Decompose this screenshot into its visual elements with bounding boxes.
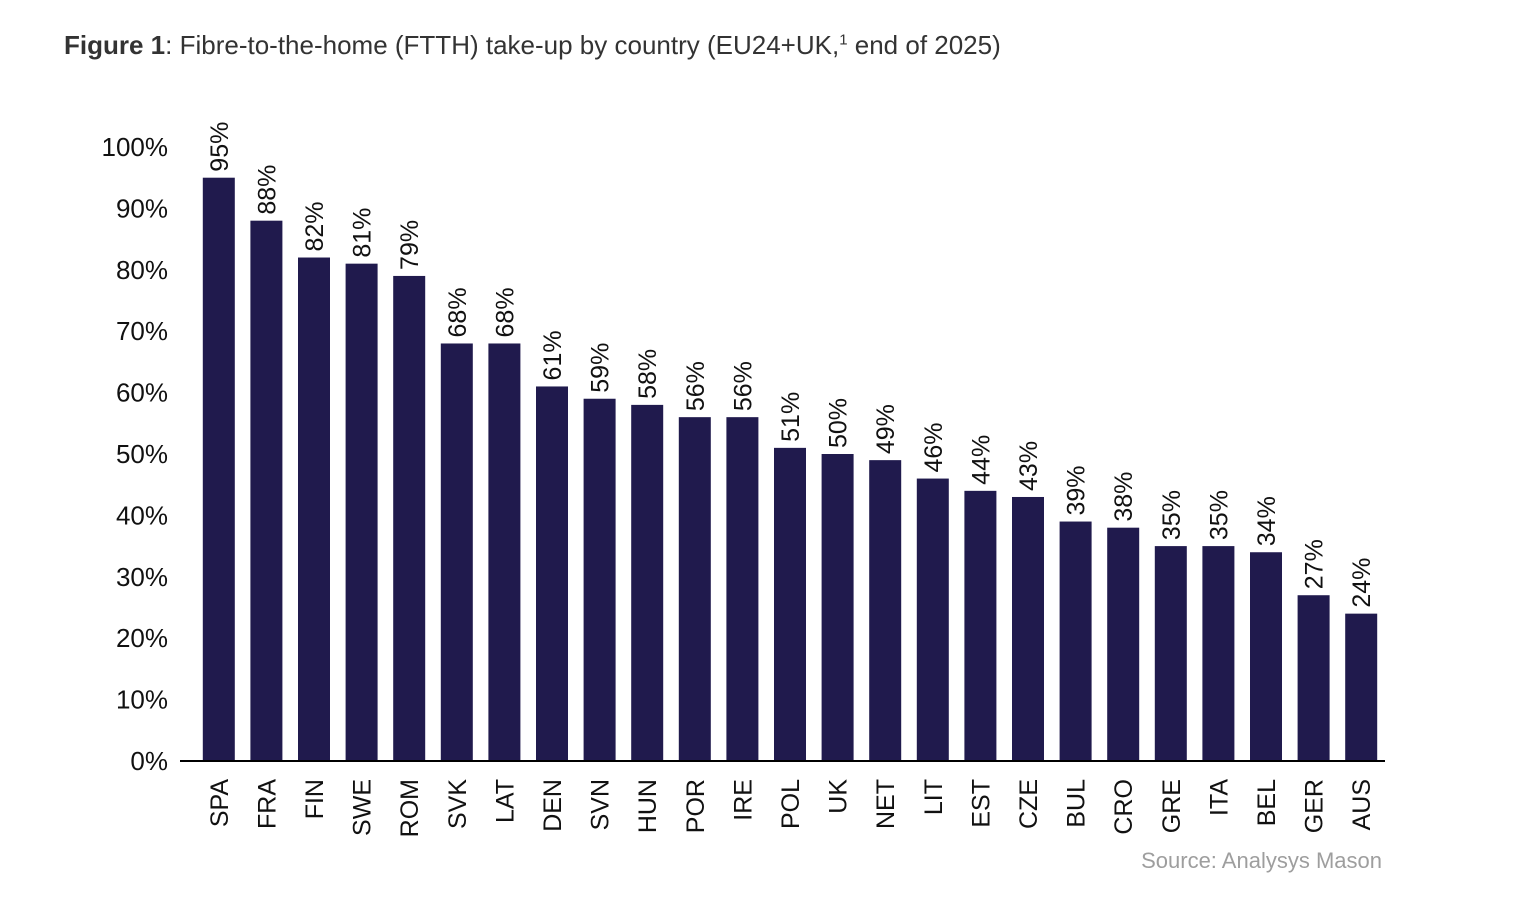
- x-tick-label: CZE: [1015, 779, 1043, 829]
- bar: [250, 220, 283, 761]
- x-tick-label: BUL: [1063, 779, 1091, 828]
- y-tick-label: 10%: [116, 685, 168, 715]
- x-tick-label: EST: [967, 779, 995, 828]
- x-tick-label: UK: [825, 779, 853, 814]
- y-tick-label: 100%: [102, 132, 169, 162]
- bar: [678, 417, 711, 761]
- y-tick-label: 30%: [116, 562, 168, 592]
- bar: [869, 460, 902, 761]
- x-tick-label: POR: [682, 779, 710, 833]
- x-tick-label: FIN: [301, 779, 329, 819]
- x-tick-label: FRA: [253, 779, 281, 829]
- bar: [536, 386, 568, 761]
- bar: [583, 398, 616, 761]
- x-tick-label: BEL: [1253, 779, 1281, 826]
- bar: [1154, 546, 1187, 761]
- bar: [726, 417, 759, 761]
- bar: [821, 454, 854, 761]
- bar: [393, 275, 426, 761]
- x-tick-label: ITA: [1205, 779, 1233, 816]
- data-label: 81%: [349, 208, 377, 258]
- data-label: 68%: [444, 287, 472, 337]
- x-tick-label: LAT: [491, 779, 519, 823]
- bar: [1345, 613, 1378, 761]
- data-label: 27%: [1301, 539, 1329, 589]
- figure-label: Figure 1: [64, 30, 166, 60]
- x-tick-label: DEN: [539, 779, 567, 832]
- y-tick-label: 20%: [116, 623, 168, 653]
- bar: [1250, 552, 1282, 761]
- bar: [1059, 521, 1092, 761]
- x-tick-label: NET: [872, 779, 900, 829]
- bar: [964, 490, 997, 761]
- data-label: 24%: [1348, 558, 1376, 608]
- data-label: 56%: [729, 361, 757, 411]
- bar: [631, 404, 664, 761]
- data-label: 51%: [777, 392, 805, 442]
- bar: [774, 447, 806, 761]
- data-label: 39%: [1063, 465, 1091, 515]
- bar: [1107, 527, 1140, 761]
- data-label: 35%: [1205, 490, 1233, 540]
- x-tick-label: AUS: [1348, 779, 1376, 830]
- y-tick-label: 40%: [116, 500, 168, 530]
- data-label: 68%: [491, 287, 519, 337]
- x-tick-label: SPA: [206, 779, 234, 827]
- x-tick-label: LIT: [920, 779, 948, 815]
- x-tick-label: SVN: [587, 779, 615, 830]
- x-tick-label: GRE: [1158, 779, 1186, 833]
- y-tick-label: 70%: [116, 316, 168, 346]
- data-label: 59%: [587, 343, 615, 393]
- data-label: 50%: [825, 398, 853, 448]
- data-label: 88%: [253, 165, 281, 215]
- bar: [202, 177, 235, 761]
- x-tick-label: SVK: [444, 779, 472, 829]
- data-label: 58%: [634, 349, 662, 399]
- x-tick-label: GER: [1301, 779, 1329, 833]
- y-tick-label: 60%: [116, 378, 168, 408]
- source-note: Source: Analysys Mason: [1141, 848, 1382, 873]
- figure-title: Figure 1: Fibre-to-the-home (FTTH) take-…: [64, 30, 1001, 61]
- x-tick-label: ROM: [396, 779, 424, 837]
- data-label: 61%: [539, 330, 567, 380]
- x-tick-label: POL: [777, 779, 805, 829]
- bar: [488, 343, 521, 761]
- bar: [1297, 595, 1330, 761]
- data-label: 95%: [206, 122, 234, 172]
- data-label: 34%: [1253, 496, 1281, 546]
- x-tick-label: IRE: [729, 779, 757, 821]
- x-tick-label: CRO: [1110, 779, 1138, 835]
- figure-title-text: : Fibre-to-the-home (FTTH) take-up by co…: [165, 30, 840, 60]
- x-tick-label: HUN: [634, 779, 662, 833]
- bar: [440, 343, 473, 761]
- data-label: 46%: [920, 423, 948, 473]
- data-label: 49%: [872, 404, 900, 454]
- data-label: 44%: [967, 435, 995, 485]
- data-label: 43%: [1015, 441, 1043, 491]
- footnote-mark: 1: [839, 31, 848, 49]
- data-label: 82%: [301, 201, 329, 251]
- y-tick-label: 0%: [130, 746, 168, 776]
- data-label: 35%: [1158, 490, 1186, 540]
- bar: [1012, 496, 1044, 761]
- data-label: 79%: [396, 220, 424, 270]
- bar: [1202, 546, 1235, 761]
- bar: [916, 478, 949, 761]
- data-label: 38%: [1110, 472, 1138, 522]
- figure-title-end: end of 2025): [847, 30, 1001, 60]
- y-tick-label: 50%: [116, 439, 168, 469]
- x-tick-label: SWE: [349, 779, 377, 836]
- y-tick-label: 90%: [116, 193, 168, 223]
- y-tick-label: 80%: [116, 255, 168, 285]
- bar: [298, 257, 330, 761]
- bar: [345, 263, 378, 761]
- data-label: 56%: [682, 361, 710, 411]
